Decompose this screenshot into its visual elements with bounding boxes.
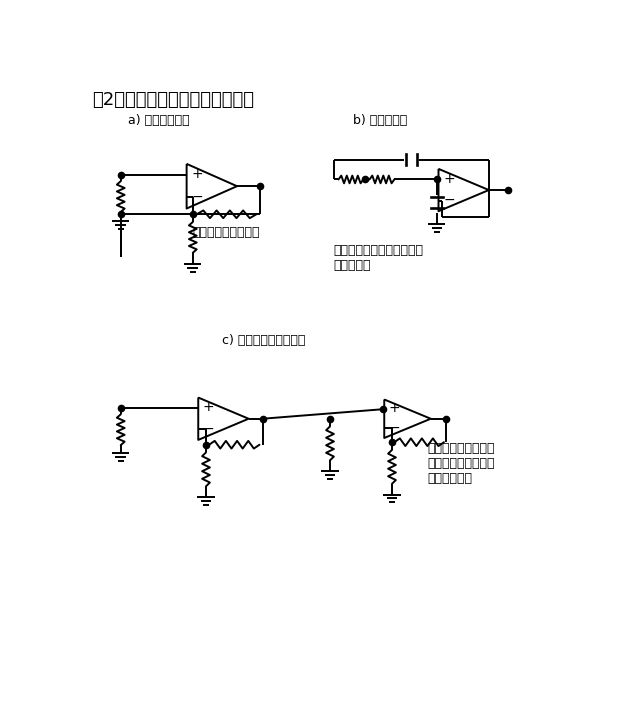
- Text: +: +: [191, 167, 203, 181]
- Text: 温度ドリフトが問題: 温度ドリフトが問題: [193, 226, 261, 239]
- Text: カットオフ周波数の規定が
厳しい場合: カットオフ周波数の規定が 厳しい場合: [334, 244, 424, 272]
- Text: −: −: [203, 422, 214, 436]
- Text: −: −: [191, 190, 203, 203]
- Text: 図2　金属皮膜を必要とする場合: 図2 金属皮膜を必要とする場合: [92, 92, 254, 109]
- Text: 総合増幅度の誤差を
少なくして調整箇所
を無くしたい: 総合増幅度の誤差を 少なくして調整箇所 を無くしたい: [427, 442, 494, 485]
- Text: −: −: [443, 193, 455, 207]
- Text: +: +: [203, 400, 214, 415]
- Text: −: −: [389, 421, 401, 434]
- Text: b) フィルター: b) フィルター: [353, 114, 408, 127]
- Text: +: +: [389, 401, 401, 415]
- Text: c) 増幅回路の多段接続: c) 増幅回路の多段接続: [222, 334, 306, 347]
- Text: +: +: [443, 171, 455, 186]
- Text: a) 直流増幅回路: a) 直流増幅回路: [129, 114, 190, 127]
